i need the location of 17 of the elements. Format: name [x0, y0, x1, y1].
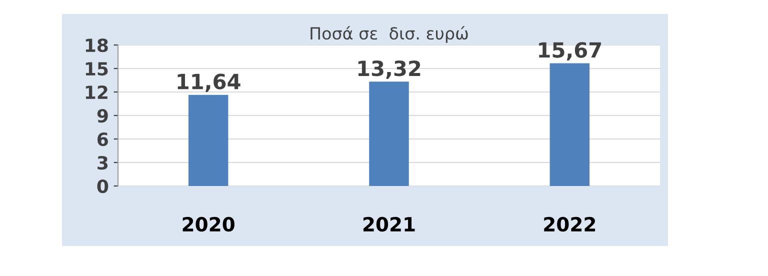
y-tick-label: 15 [86, 62, 108, 76]
data-label: 15,67 [539, 42, 601, 60]
y-tick-label: 12 [86, 85, 108, 99]
chart-title: Ποσά σε δισ. ευρώ [310, 26, 468, 43]
data-label: 13,32 [358, 60, 420, 79]
y-tick-label: 6 [98, 132, 108, 146]
bar [188, 94, 228, 186]
x-tick-label: 2020 [182, 216, 234, 232]
y-tick-label: 9 [97, 108, 108, 123]
y-tick-label: 0 [97, 179, 108, 194]
bar [369, 82, 409, 186]
x-tick-label: 2021 [363, 216, 415, 232]
x-tick-label: 2022 [544, 216, 596, 232]
y-tick-label: 3 [98, 156, 108, 170]
bar [550, 63, 590, 186]
y-tick-label: 18 [86, 38, 108, 52]
data-label: 11,64 [178, 74, 240, 92]
